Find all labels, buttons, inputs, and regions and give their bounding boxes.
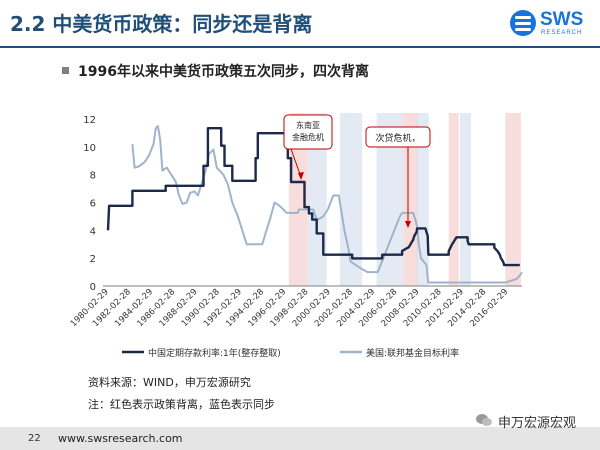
wechat-account-label: 申万宏源宏观 [498, 416, 577, 431]
sws-logo: SWS RESEARCH [510, 8, 590, 42]
annotation-subprime: 次贷危机， [375, 132, 420, 144]
footer-bar [0, 427, 600, 450]
series-line-china-deposit-rate [106, 126, 520, 267]
y-tick-label-6: 12 [83, 115, 96, 126]
y-tick-label-3: 6 [90, 199, 96, 210]
bullet-square-icon [62, 67, 69, 74]
sync-band-1 [339, 113, 363, 286]
chart-subtitle: 1996年以来中美货币政策五次同步，四次背离 [78, 64, 369, 80]
sync-band-0 [307, 113, 327, 286]
divergence-band-2 [448, 113, 459, 286]
period-bands [288, 113, 521, 286]
slide-title: 2.2 中美货币政策：同步还是背离 [10, 12, 313, 36]
annotation-arrowhead-subprime [405, 221, 411, 228]
series-lines [106, 125, 523, 284]
x-axis: 1980-02-291982-02-281984-02-291986-02-28… [69, 287, 511, 329]
y-tick-label-4: 8 [90, 171, 96, 182]
color-note: 注：红色表示政策背离，蓝色表示同步 [88, 398, 275, 411]
source-note: 资料来源：WIND，申万宏源研究 [88, 376, 251, 389]
y-tick-label-0: 0 [90, 282, 96, 293]
wechat-icon [476, 414, 492, 426]
y-tick-label-5: 10 [83, 143, 96, 154]
y-tick-label-1: 2 [90, 254, 96, 265]
annotation-box-asia [283, 114, 333, 150]
annotation-asia-line1: 东南亚 [296, 120, 320, 130]
divergence-band-1 [403, 113, 418, 286]
title-divider [0, 46, 600, 48]
legend-label-china: 中国定期存款利率:1年(整存整取) [148, 347, 281, 359]
y-tick-label-2: 4 [90, 226, 96, 237]
rate-chart: 0 2 4 6 8 10 12 1980-02-291982-02-281984-02-29… [69, 113, 523, 359]
logo-text: SWS [540, 9, 584, 30]
annotation-asia-line2: 金融危机 [292, 132, 324, 142]
footer-url[interactable]: www.swsresearch.com [58, 432, 183, 445]
annotation-box-subprime [365, 126, 431, 148]
logo-subtext: RESEARCH [541, 30, 583, 36]
annotation-arrowhead-asia [298, 172, 304, 180]
sync-band-4 [459, 113, 471, 286]
y-axis: 0 2 4 6 8 10 12 [83, 115, 96, 293]
divergence-band-3 [505, 113, 521, 286]
sws-logo-icon [510, 10, 536, 36]
legend-label-us: 美国:联邦基金目标利率 [366, 347, 459, 359]
series-line-us-fed-funds-rate [131, 125, 523, 284]
page-number: 22 [28, 433, 41, 444]
annotation-arrow-asia [290, 148, 302, 178]
